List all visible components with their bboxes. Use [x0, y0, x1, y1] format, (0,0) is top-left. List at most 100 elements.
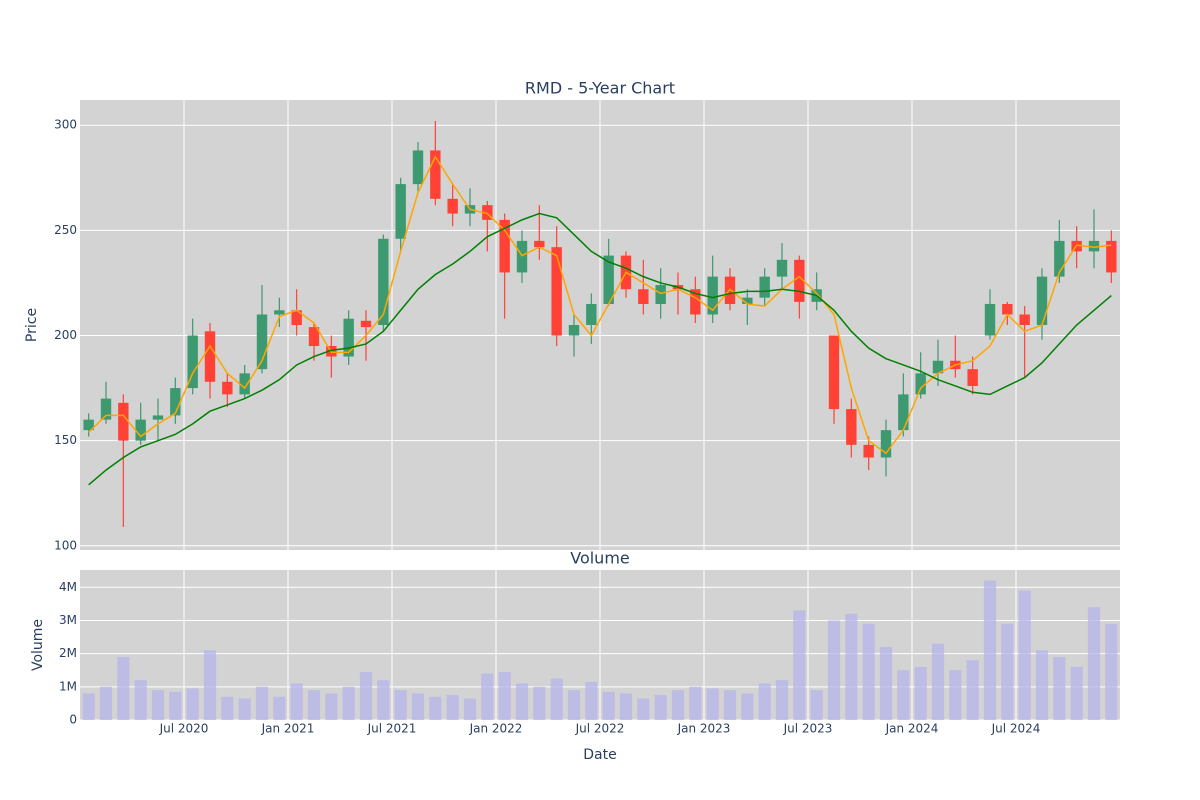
candle-body — [586, 303, 597, 325]
volume-bar — [879, 646, 893, 720]
volume-bar — [1105, 623, 1118, 720]
candle-body — [239, 373, 250, 395]
candle-body — [412, 150, 424, 185]
x-tick-label: Jul 2023 — [783, 722, 833, 736]
candle-body — [118, 402, 129, 441]
volume-bar — [567, 690, 581, 720]
candle-body — [568, 325, 580, 336]
candle-body — [534, 240, 545, 248]
volume-bar — [741, 693, 754, 720]
volume-bar — [810, 690, 823, 720]
x-tick-label: Jan 2023 — [677, 722, 731, 736]
volume-bar — [377, 680, 390, 720]
candle-body — [482, 205, 493, 220]
volume-bar — [723, 690, 737, 720]
y-axis-label: Volume — [30, 619, 46, 671]
volume-bar — [394, 690, 407, 720]
y-tick-label: 3M — [59, 613, 77, 627]
x-tick-label: Jul 2024 — [991, 722, 1041, 736]
volume-bar — [931, 643, 945, 720]
candle-body — [776, 259, 788, 277]
volume-bar — [706, 688, 719, 720]
candle-body — [187, 335, 198, 389]
volume-bar — [99, 686, 113, 720]
volume-bar — [983, 580, 997, 720]
candle-body — [343, 318, 354, 357]
volume-bar — [186, 688, 199, 720]
candle-body — [256, 314, 268, 370]
y-tick-label: 150 — [54, 433, 77, 447]
candle-body — [898, 394, 909, 431]
volume-bar — [550, 678, 563, 720]
volume-bar — [1087, 607, 1101, 720]
y-axis-label: Price — [24, 308, 40, 342]
volume-bar — [307, 690, 321, 720]
volume-bar — [793, 610, 806, 720]
candle-body — [655, 285, 666, 304]
volume-bar — [827, 620, 841, 720]
candle-body — [1002, 303, 1013, 315]
moving-average-line — [88, 212, 1112, 486]
candle-body — [932, 360, 944, 374]
volume-bar — [1001, 623, 1014, 720]
candle-body — [1019, 314, 1030, 325]
candle-body — [499, 219, 510, 273]
candle-body — [1036, 276, 1048, 325]
x-tick-label: Jan 2024 — [885, 722, 939, 736]
volume-bar — [689, 686, 702, 720]
candle-body — [551, 247, 562, 336]
x-tick-label: Jul 2020 — [159, 722, 209, 736]
y-tick-label: 4M — [59, 580, 77, 594]
volume-bar — [238, 698, 251, 720]
volume-bar — [966, 660, 979, 720]
volume-bar — [914, 666, 927, 720]
candle-body — [638, 289, 649, 304]
volume-bar — [134, 680, 147, 720]
volume-bar — [411, 693, 425, 720]
candle-body — [100, 398, 112, 420]
volume-bar — [359, 671, 373, 720]
y-tick-label: 2M — [59, 646, 77, 660]
volume-bar — [342, 686, 355, 720]
candle-body — [846, 409, 857, 445]
volume-bar — [654, 695, 667, 720]
y-tick-label: 0 — [69, 713, 77, 727]
y-tick-label: 300 — [54, 118, 77, 132]
candle-body — [603, 255, 614, 304]
chart-title: RMD - 5-Year Chart — [525, 79, 675, 98]
candle-body — [291, 310, 302, 325]
volume-bar — [82, 693, 95, 720]
candle-body — [135, 419, 146, 441]
moving-average-line — [88, 155, 1112, 455]
candle-body — [395, 184, 406, 239]
candle-body — [880, 430, 892, 458]
volume-bar — [619, 693, 633, 720]
volume-bar — [862, 623, 875, 720]
volume-bar — [637, 698, 650, 720]
volume-bar — [290, 683, 303, 720]
volume-bar — [515, 683, 529, 720]
candle-body — [378, 238, 389, 325]
y-tick-label: 250 — [54, 223, 77, 237]
volume-bar — [1018, 590, 1031, 720]
volume-bar — [671, 690, 685, 720]
candle-body — [967, 369, 978, 386]
candle-body — [430, 150, 441, 199]
volume-title: Volume — [570, 549, 630, 568]
volume-bar — [949, 670, 962, 720]
candle-body — [516, 240, 528, 273]
x-axis-label: Date — [583, 747, 616, 763]
volume-bar — [429, 696, 442, 720]
volume-bar — [325, 693, 338, 720]
x-tick-label: Jul 2021 — [367, 722, 417, 736]
volume-bar — [273, 696, 286, 720]
candle-body — [742, 297, 753, 304]
candle-body — [152, 415, 164, 420]
candle-body — [690, 289, 701, 315]
x-tick-label: Jan 2022 — [469, 722, 523, 736]
candle-body — [447, 198, 458, 214]
volume-bar — [533, 686, 546, 720]
candle-body — [204, 331, 216, 382]
volume-bar — [845, 613, 858, 720]
